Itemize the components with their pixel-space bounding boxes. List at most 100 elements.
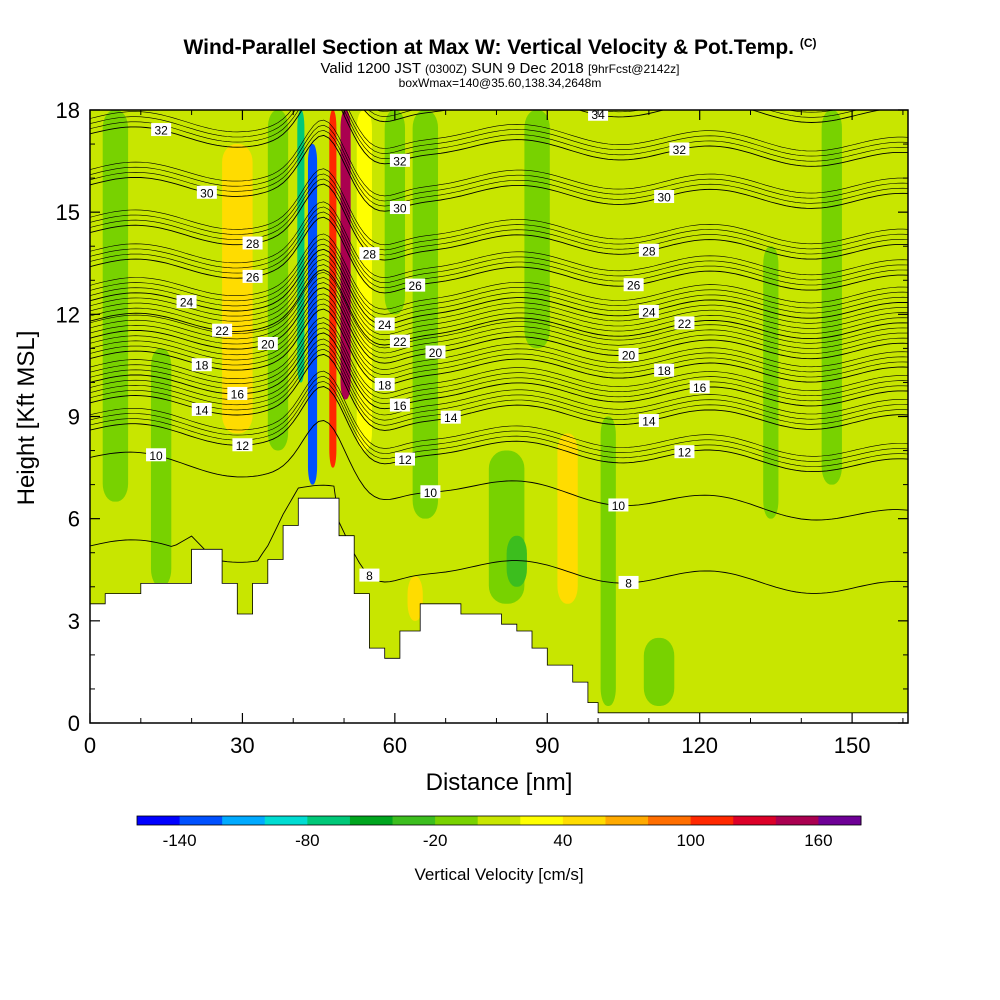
- theta-label-22: 22: [212, 323, 233, 338]
- theta-minor-contour-32-1: [90, 110, 908, 162]
- theta-contour-30: [90, 134, 908, 212]
- theta-label-box: [420, 485, 441, 499]
- velocity-band-5: [307, 144, 318, 485]
- theta-minor-contour-34-1: [368, 110, 859, 118]
- colorbar-swatch-9: [520, 816, 564, 825]
- colorbar-swatch-6: [392, 816, 436, 825]
- terrain-layer: [90, 497, 908, 723]
- colorbar-tick-label: 100: [676, 831, 704, 850]
- theta-label-text: 30: [200, 186, 214, 200]
- theta-label-24: 24: [176, 295, 197, 310]
- theta-minor-contour-28-2: [90, 173, 908, 251]
- theta-label-box: [359, 568, 380, 582]
- colorbar-tick-label: -20: [423, 831, 448, 850]
- theta-label-8: 8: [359, 568, 380, 583]
- theta-label-text: 8: [625, 576, 632, 590]
- theta-label-box: [242, 269, 263, 283]
- theta-minor-contour-30-2: [90, 124, 908, 202]
- theta-contour-26: [90, 216, 908, 294]
- theta-label-text: 26: [627, 279, 641, 293]
- theta-label-box: [146, 448, 167, 462]
- theta-label-8: 8: [618, 575, 639, 590]
- theta-contour-32: [90, 110, 908, 167]
- theta-label-text: 16: [693, 381, 707, 395]
- theta-label-14: 14: [191, 402, 212, 417]
- theta-label-box: [689, 380, 710, 394]
- theta-label-box: [405, 278, 426, 292]
- theta-label-text: 14: [195, 403, 209, 417]
- theta-contour-28: [90, 183, 908, 261]
- velocity-band-7: [340, 110, 351, 400]
- velocity-band-0: [102, 110, 129, 502]
- theta-minor-contour-14-3: [90, 338, 908, 416]
- theta-label-28: 28: [638, 243, 659, 258]
- valid-time-utc: (0300Z): [425, 62, 468, 76]
- colorbar-label: Vertical Velocity [cm/s]: [414, 865, 583, 884]
- theta-minor-contour-26-2: [90, 206, 908, 284]
- colorbar-swatch-4: [307, 816, 351, 825]
- title-copyright-mark: (C): [799, 36, 817, 50]
- theta-label-box: [425, 345, 446, 359]
- theta-minor-contour-12-3: [90, 370, 908, 457]
- chart-subtitle: Valid 1200 JST (0300Z) SUN 9 Dec 2018 [9…: [0, 60, 1000, 77]
- theta-label-box: [374, 317, 395, 331]
- velocity-band-16: [600, 416, 616, 706]
- theta-label-text: 24: [642, 305, 656, 319]
- theta-contour-layer: [90, 110, 908, 594]
- colorbar-swatch-5: [349, 816, 394, 825]
- x-tick-label-120: 120: [681, 733, 718, 758]
- theta-label-text: 34: [591, 108, 605, 122]
- theta-label-box: [389, 334, 410, 348]
- velocity-band-10: [412, 110, 439, 519]
- theta-label-box: [654, 190, 675, 204]
- y-axis-label: Height [Kft MSL]: [13, 331, 40, 506]
- x-tick-label-60: 60: [383, 733, 407, 758]
- theta-label-text: 18: [378, 378, 392, 392]
- theta-label-30: 30: [196, 185, 217, 200]
- colorbar-swatch-13: [690, 816, 734, 825]
- velocity-band-19: [763, 246, 779, 519]
- theta-label-32: 32: [151, 123, 172, 138]
- theta-minor-contour-32-3: [90, 110, 908, 152]
- y-tick-label-18: 18: [56, 98, 80, 123]
- theta-label-14: 14: [440, 410, 461, 425]
- theta-minor-contour-16-2: [90, 322, 908, 399]
- theta-contour-24: [90, 248, 908, 325]
- theta-label-box: [257, 336, 278, 350]
- theta-minor-contour-20-1: [90, 282, 908, 359]
- theta-label-26: 26: [405, 278, 426, 293]
- box-info: boxWmax=140@35.60,138.34,2648m: [398, 76, 602, 90]
- theta-label-text: 22: [393, 335, 407, 349]
- colorbar-swatch-12: [648, 816, 692, 825]
- theta-label-text: 24: [378, 318, 392, 332]
- theta-minor-contour-30-1: [90, 129, 908, 207]
- x-tick-label-30: 30: [230, 733, 254, 758]
- y-tick-label-9: 9: [68, 405, 80, 430]
- theta-minor-contour-28-3: [90, 168, 908, 246]
- theta-label-text: 22: [215, 324, 229, 338]
- theta-label-box: [638, 304, 659, 318]
- x-axis-label: Distance [nm]: [426, 769, 573, 796]
- theta-label-18: 18: [191, 358, 212, 373]
- axis-layer: 0 30 60 90 120 150 0 3 6 9 12 15 18: [56, 98, 908, 758]
- colorbar-swatch-3: [264, 816, 308, 825]
- theta-label-18: 18: [374, 377, 395, 392]
- valid-date: SUN 9 Dec 2018: [471, 60, 584, 77]
- theta-label-box: [654, 363, 675, 377]
- theta-minor-contour-26-3: [90, 201, 908, 278]
- theta-contour-12: [90, 386, 908, 473]
- theta-label-text: 32: [154, 124, 168, 138]
- velocity-band-15: [557, 433, 578, 604]
- colorbar-swatch-8: [477, 816, 521, 825]
- theta-label-text: 10: [149, 449, 163, 463]
- theta-minor-contour-20-2: [90, 277, 908, 354]
- theta-contour-20: [90, 287, 908, 364]
- theta-label-22: 22: [389, 334, 410, 349]
- theta-label-text: 14: [642, 415, 656, 429]
- theta-minor-contour-22-2: [90, 259, 908, 336]
- theta-label-text: 28: [246, 237, 260, 251]
- theta-label-18: 18: [654, 363, 675, 378]
- theta-label-24: 24: [374, 317, 395, 332]
- x-tick-label-90: 90: [535, 733, 559, 758]
